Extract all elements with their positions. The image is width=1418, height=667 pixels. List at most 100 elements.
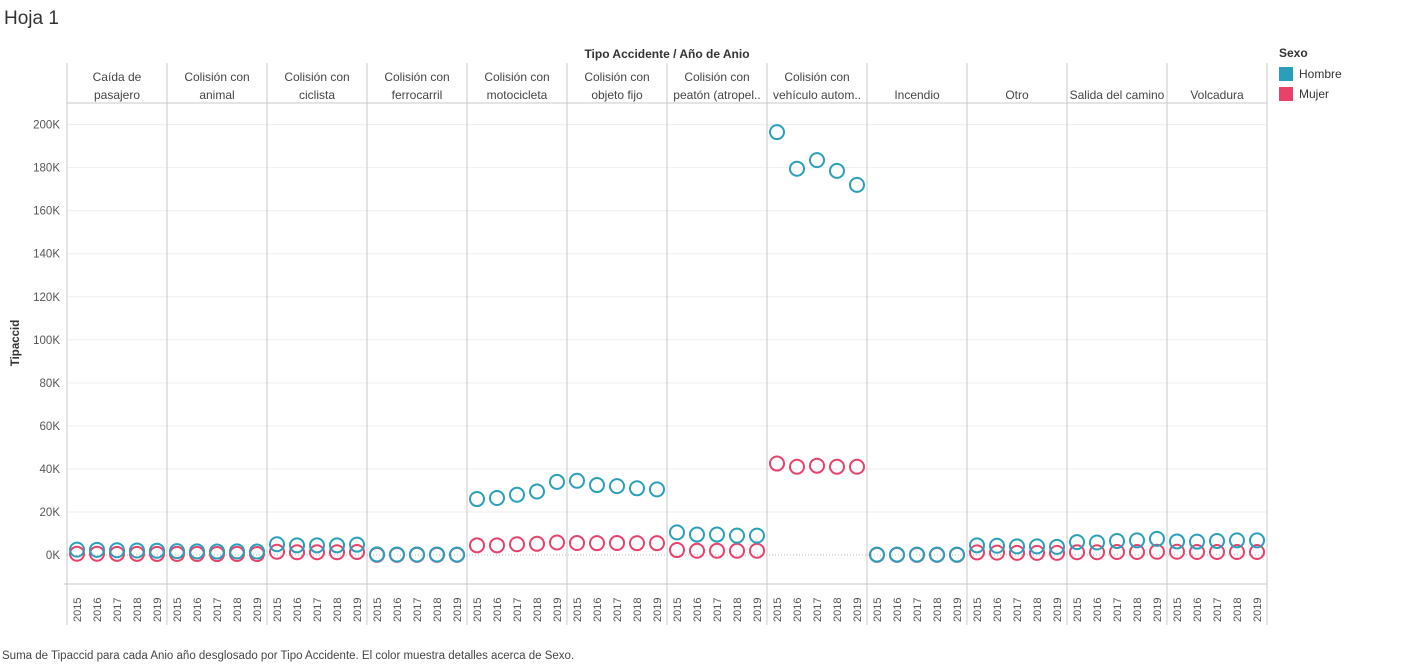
x-tick-label: 2016 (392, 598, 404, 622)
data-point-hombre (869, 546, 885, 563)
data-point-hombre (209, 543, 225, 560)
data-point-mujer (989, 544, 1005, 561)
panel-header-line2: vehículo autom.. (773, 88, 861, 102)
x-tick-label: 2018 (432, 598, 444, 622)
data-point-mujer (769, 455, 785, 472)
panel-header-line1: Colisión con (584, 70, 649, 84)
data-point-hombre (389, 546, 405, 563)
y-tick-label: 20K (40, 507, 61, 519)
data-point-mujer (649, 535, 665, 552)
data-point-mujer (1209, 543, 1225, 560)
data-point-mujer (69, 545, 85, 562)
legend-item-mujer[interactable]: Mujer (1279, 84, 1342, 104)
data-point-hombre (549, 473, 565, 490)
data-point-mujer (349, 543, 365, 560)
x-tick-label: 2016 (292, 598, 304, 622)
y-axis-label: Tipaccid (10, 320, 22, 366)
data-point-mujer (809, 457, 825, 474)
x-tick-label: 2019 (952, 598, 964, 622)
data-point-mujer (729, 542, 745, 559)
x-tick-label: 2018 (132, 598, 144, 622)
data-point-hombre (629, 480, 645, 497)
x-tick-label: 2019 (152, 598, 164, 622)
x-tick-label: 2016 (992, 598, 1004, 622)
data-point-hombre (809, 152, 825, 169)
data-point-hombre (649, 481, 665, 498)
x-tick-label: 2015 (272, 598, 284, 622)
data-point-mujer (469, 537, 485, 554)
data-point-hombre (1169, 533, 1185, 550)
y-tick-label: 160K (33, 206, 60, 218)
x-tick-label: 2019 (1052, 598, 1064, 622)
data-point-hombre (849, 176, 865, 193)
panel-header-line2: ciclista (299, 88, 335, 102)
x-tick-label: 2015 (72, 598, 84, 622)
data-point-mujer (489, 537, 505, 554)
panel-header-line1: Colisión con (484, 70, 549, 84)
data-point-hombre (669, 524, 685, 541)
panel-header-line2: Incendio (894, 88, 940, 102)
sheet-title: Hoja 1 (4, 8, 59, 29)
data-point-hombre (1029, 538, 1045, 555)
data-point-hombre (89, 541, 105, 558)
panel-header-line1: Colisión con (684, 70, 749, 84)
y-tick-label: 120K (33, 292, 60, 304)
data-point-hombre (349, 536, 365, 553)
panel-header-line2: Otro (1005, 88, 1029, 102)
data-point-hombre (569, 472, 585, 489)
data-point-hombre (1249, 532, 1265, 549)
data-point-hombre (69, 541, 85, 558)
data-point-mujer (1109, 543, 1125, 560)
data-point-mujer (529, 535, 545, 552)
x-tick-label: 2015 (1172, 598, 1184, 622)
panel-header-line2: objeto fijo (591, 88, 643, 102)
data-point-hombre (249, 543, 265, 560)
data-point-hombre (1229, 532, 1245, 549)
data-point-hombre (789, 160, 805, 177)
data-point-mujer (1229, 543, 1245, 560)
x-tick-label: 2015 (772, 598, 784, 622)
data-point-hombre (729, 527, 745, 544)
data-point-mujer (1069, 544, 1085, 561)
x-tick-label: 2019 (552, 598, 564, 622)
legend-item-hombre[interactable]: Hombre (1279, 64, 1342, 84)
panel-header-line1: Caída de (93, 70, 142, 84)
x-tick-label: 2016 (692, 598, 704, 622)
x-tick-label: 2015 (372, 598, 384, 622)
data-point-mujer (1249, 543, 1265, 560)
legend-label-mujer: Mujer (1299, 87, 1330, 101)
legend-swatch-hombre (1279, 67, 1293, 81)
panel-header-line2: Salida del camino (1070, 88, 1165, 102)
data-point-mujer (669, 542, 685, 559)
y-tick-label: 100K (33, 335, 60, 347)
data-point-hombre (1089, 534, 1105, 551)
y-tick-label: 200K (33, 120, 60, 132)
x-tick-label: 2017 (512, 598, 524, 622)
x-tick-label: 2019 (352, 598, 364, 622)
x-tick-label: 2017 (112, 598, 124, 622)
x-tick-label: 2017 (412, 598, 424, 622)
y-tick-label: 60K (40, 421, 61, 433)
data-point-mujer (849, 458, 865, 475)
chart-caption: Suma de Tipaccid para cada Anio año desg… (2, 650, 575, 662)
panel-header-line1: Colisión con (184, 70, 249, 84)
data-point-mujer (1189, 543, 1205, 560)
x-tick-label: 2017 (812, 598, 824, 622)
x-tick-label: 2015 (1072, 598, 1084, 622)
data-point-hombre (889, 546, 905, 563)
legend-swatch-mujer (1279, 87, 1293, 101)
x-tick-label: 2015 (572, 598, 584, 622)
legend-label-hombre: Hombre (1299, 67, 1342, 81)
data-point-mujer (549, 534, 565, 551)
panel-header-line2: pasajero (94, 88, 140, 102)
chart-title: Tipo Accidente / Año de Anio (584, 47, 749, 61)
data-point-hombre (1009, 538, 1025, 555)
data-point-hombre (189, 543, 205, 560)
panel-header-line2: peatón (atropel.. (673, 88, 760, 102)
data-point-hombre (1109, 533, 1125, 550)
panel-header-line2: Volcadura (1190, 88, 1244, 102)
data-point-hombre (109, 542, 125, 559)
panel-header-line1: Colisión con (284, 70, 349, 84)
x-tick-label: 2016 (792, 598, 804, 622)
data-point-mujer (509, 536, 525, 553)
